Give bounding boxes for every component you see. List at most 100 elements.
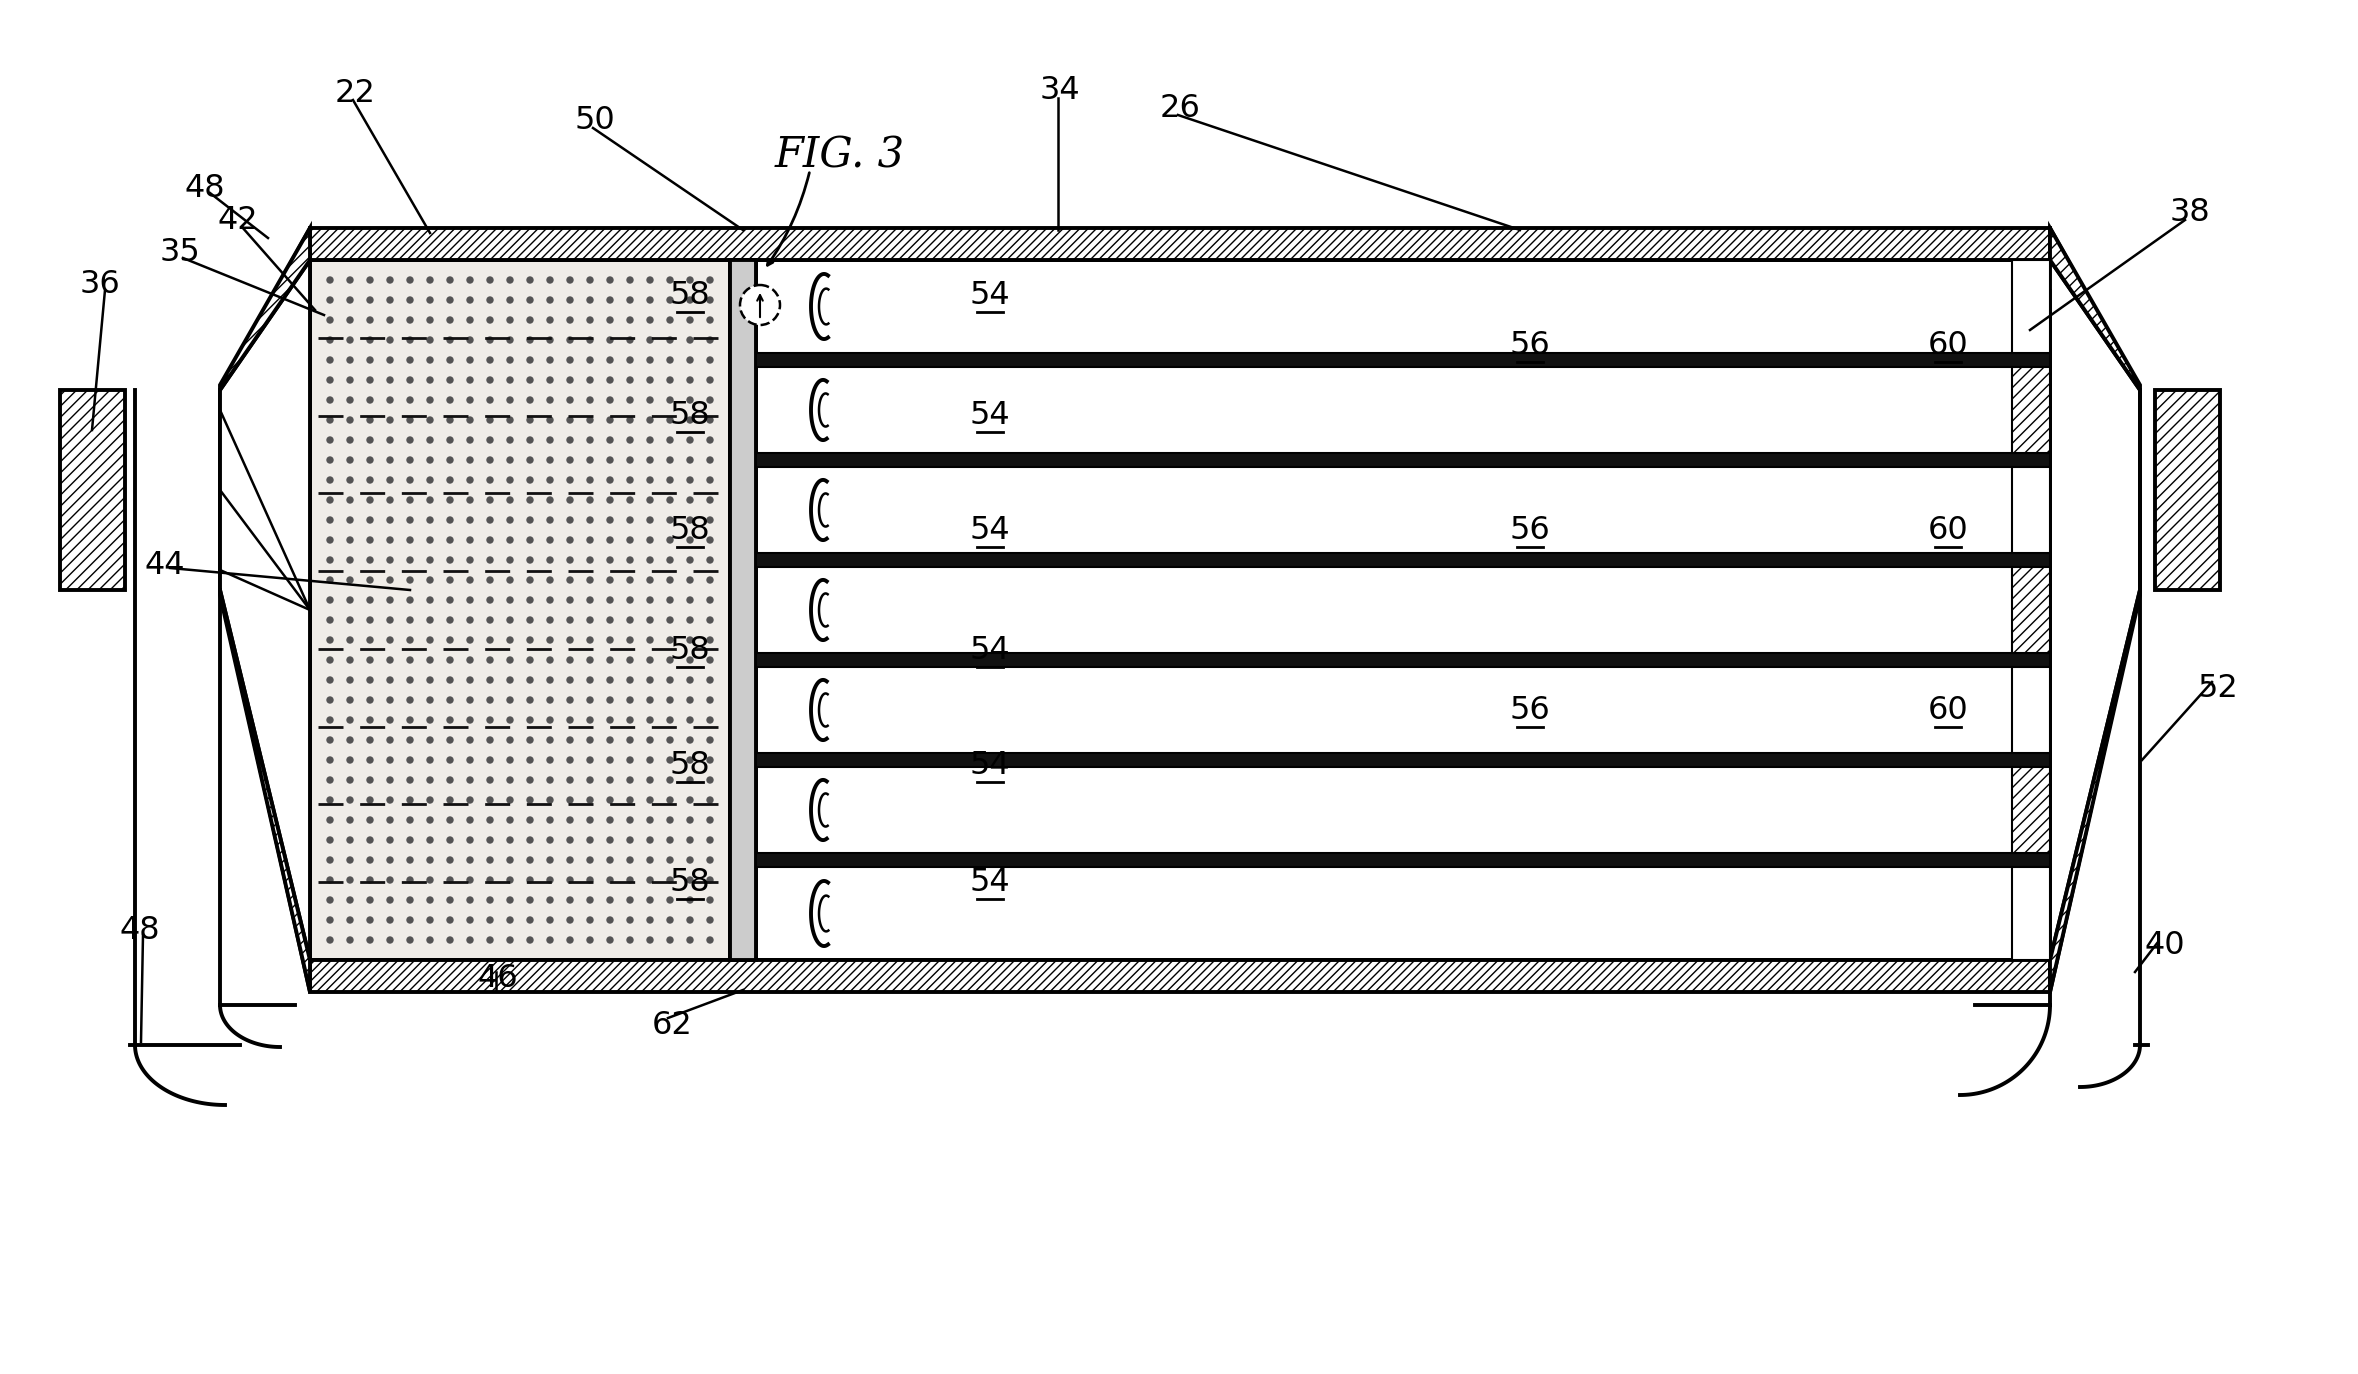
Circle shape: [467, 778, 474, 783]
Circle shape: [488, 657, 493, 664]
Circle shape: [526, 638, 533, 643]
Circle shape: [448, 497, 453, 503]
Circle shape: [606, 897, 613, 903]
Circle shape: [347, 937, 354, 943]
Circle shape: [387, 437, 394, 442]
Circle shape: [587, 497, 592, 503]
Circle shape: [368, 458, 373, 463]
Circle shape: [408, 797, 413, 802]
Bar: [757, 353, 2049, 367]
Circle shape: [387, 757, 394, 763]
Circle shape: [368, 697, 373, 703]
Circle shape: [408, 638, 413, 643]
Text: 54: 54: [969, 635, 1009, 665]
Circle shape: [408, 297, 413, 304]
Circle shape: [566, 577, 573, 583]
Bar: [2011, 260, 2049, 353]
Text: 56: 56: [1509, 330, 1549, 360]
Circle shape: [448, 657, 453, 664]
Circle shape: [408, 717, 413, 723]
Circle shape: [707, 638, 712, 643]
Circle shape: [408, 657, 413, 664]
Circle shape: [328, 278, 332, 283]
Circle shape: [507, 357, 514, 363]
Text: 56: 56: [1509, 514, 1549, 545]
Circle shape: [387, 657, 394, 664]
Circle shape: [707, 857, 712, 863]
Circle shape: [627, 437, 632, 442]
Circle shape: [627, 657, 632, 664]
Circle shape: [448, 877, 453, 883]
Circle shape: [606, 458, 613, 463]
Circle shape: [328, 837, 332, 844]
Bar: [757, 260, 2049, 960]
Circle shape: [408, 537, 413, 543]
Circle shape: [606, 596, 613, 603]
Circle shape: [667, 596, 672, 603]
Circle shape: [427, 778, 434, 783]
Circle shape: [328, 617, 332, 622]
Circle shape: [686, 337, 693, 344]
Circle shape: [408, 337, 413, 344]
Circle shape: [547, 638, 554, 643]
Circle shape: [507, 797, 514, 802]
Circle shape: [667, 317, 672, 323]
Circle shape: [526, 916, 533, 923]
Circle shape: [587, 677, 592, 683]
Circle shape: [368, 736, 373, 743]
Circle shape: [347, 458, 354, 463]
Circle shape: [686, 837, 693, 844]
Circle shape: [526, 857, 533, 863]
Circle shape: [686, 778, 693, 783]
Circle shape: [587, 638, 592, 643]
Circle shape: [526, 416, 533, 423]
Circle shape: [646, 677, 653, 683]
Text: 52: 52: [2198, 672, 2238, 703]
Circle shape: [347, 677, 354, 683]
Polygon shape: [2049, 260, 2141, 960]
Circle shape: [448, 337, 453, 344]
Circle shape: [408, 916, 413, 923]
Text: 22: 22: [335, 77, 375, 109]
Circle shape: [627, 357, 632, 363]
Circle shape: [427, 757, 434, 763]
Circle shape: [686, 657, 693, 664]
Circle shape: [667, 337, 672, 344]
Circle shape: [646, 278, 653, 283]
Bar: [2155, 390, 2219, 589]
Circle shape: [646, 638, 653, 643]
Circle shape: [347, 517, 354, 523]
Circle shape: [686, 617, 693, 622]
Circle shape: [387, 697, 394, 703]
Circle shape: [606, 736, 613, 743]
Circle shape: [387, 717, 394, 723]
Circle shape: [488, 717, 493, 723]
Circle shape: [488, 837, 493, 844]
Circle shape: [427, 596, 434, 603]
Circle shape: [448, 278, 453, 283]
Circle shape: [707, 916, 712, 923]
Circle shape: [627, 837, 632, 844]
Circle shape: [686, 937, 693, 943]
Circle shape: [347, 757, 354, 763]
Circle shape: [547, 937, 554, 943]
Circle shape: [646, 657, 653, 664]
Text: 44: 44: [144, 550, 186, 580]
Circle shape: [587, 477, 592, 484]
Circle shape: [707, 697, 712, 703]
Circle shape: [488, 617, 493, 622]
Circle shape: [387, 357, 394, 363]
Circle shape: [368, 677, 373, 683]
Circle shape: [448, 857, 453, 863]
Circle shape: [448, 437, 453, 442]
Circle shape: [686, 537, 693, 543]
Circle shape: [587, 517, 592, 523]
Circle shape: [587, 357, 592, 363]
Circle shape: [667, 657, 672, 664]
Circle shape: [547, 596, 554, 603]
Circle shape: [467, 657, 474, 664]
Circle shape: [566, 897, 573, 903]
Circle shape: [467, 736, 474, 743]
Circle shape: [387, 916, 394, 923]
Text: 54: 54: [969, 400, 1009, 430]
